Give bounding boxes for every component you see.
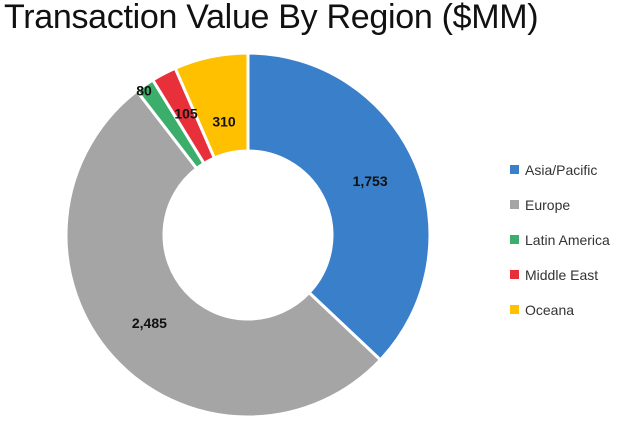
legend-swatch bbox=[510, 235, 519, 244]
slice-asia-pacific bbox=[246, 51, 432, 363]
legend-label: Asia/Pacific bbox=[525, 161, 598, 178]
data-label-oceana: 310 bbox=[212, 114, 236, 130]
slice-europe bbox=[64, 88, 383, 419]
legend-item-europe: Europe bbox=[510, 187, 610, 222]
data-label-europe: 2,485 bbox=[132, 315, 167, 331]
legend-label: Europe bbox=[525, 196, 571, 213]
data-label-latin-america: 80 bbox=[136, 83, 152, 99]
legend-swatch bbox=[510, 200, 519, 209]
data-labels: 1,753 2,485 80 105 310 bbox=[132, 83, 388, 331]
legend-item-latin-america: Latin America bbox=[510, 222, 610, 257]
donut-slices bbox=[64, 51, 432, 419]
legend-item-middle-east: Middle East bbox=[510, 257, 610, 292]
legend-swatch bbox=[510, 305, 519, 314]
chart-title: Transaction Value By Region ($MM) bbox=[4, 0, 539, 36]
slice-oceana bbox=[173, 51, 250, 160]
legend-item-oceana: Oceana bbox=[510, 292, 610, 327]
data-label-asia-pacific: 1,753 bbox=[353, 173, 388, 189]
legend-item-asia-pacific: Asia/Pacific bbox=[510, 152, 610, 187]
legend-swatch bbox=[510, 165, 519, 174]
data-label-middle-east: 105 bbox=[174, 106, 198, 122]
legend-label: Oceana bbox=[525, 301, 575, 318]
legend-swatch bbox=[510, 270, 519, 279]
legend-label: Latin America bbox=[525, 231, 610, 248]
legend: Asia/Pacific Europe Latin America Middle Ea… bbox=[510, 152, 610, 327]
legend-label: Middle East bbox=[525, 266, 599, 283]
